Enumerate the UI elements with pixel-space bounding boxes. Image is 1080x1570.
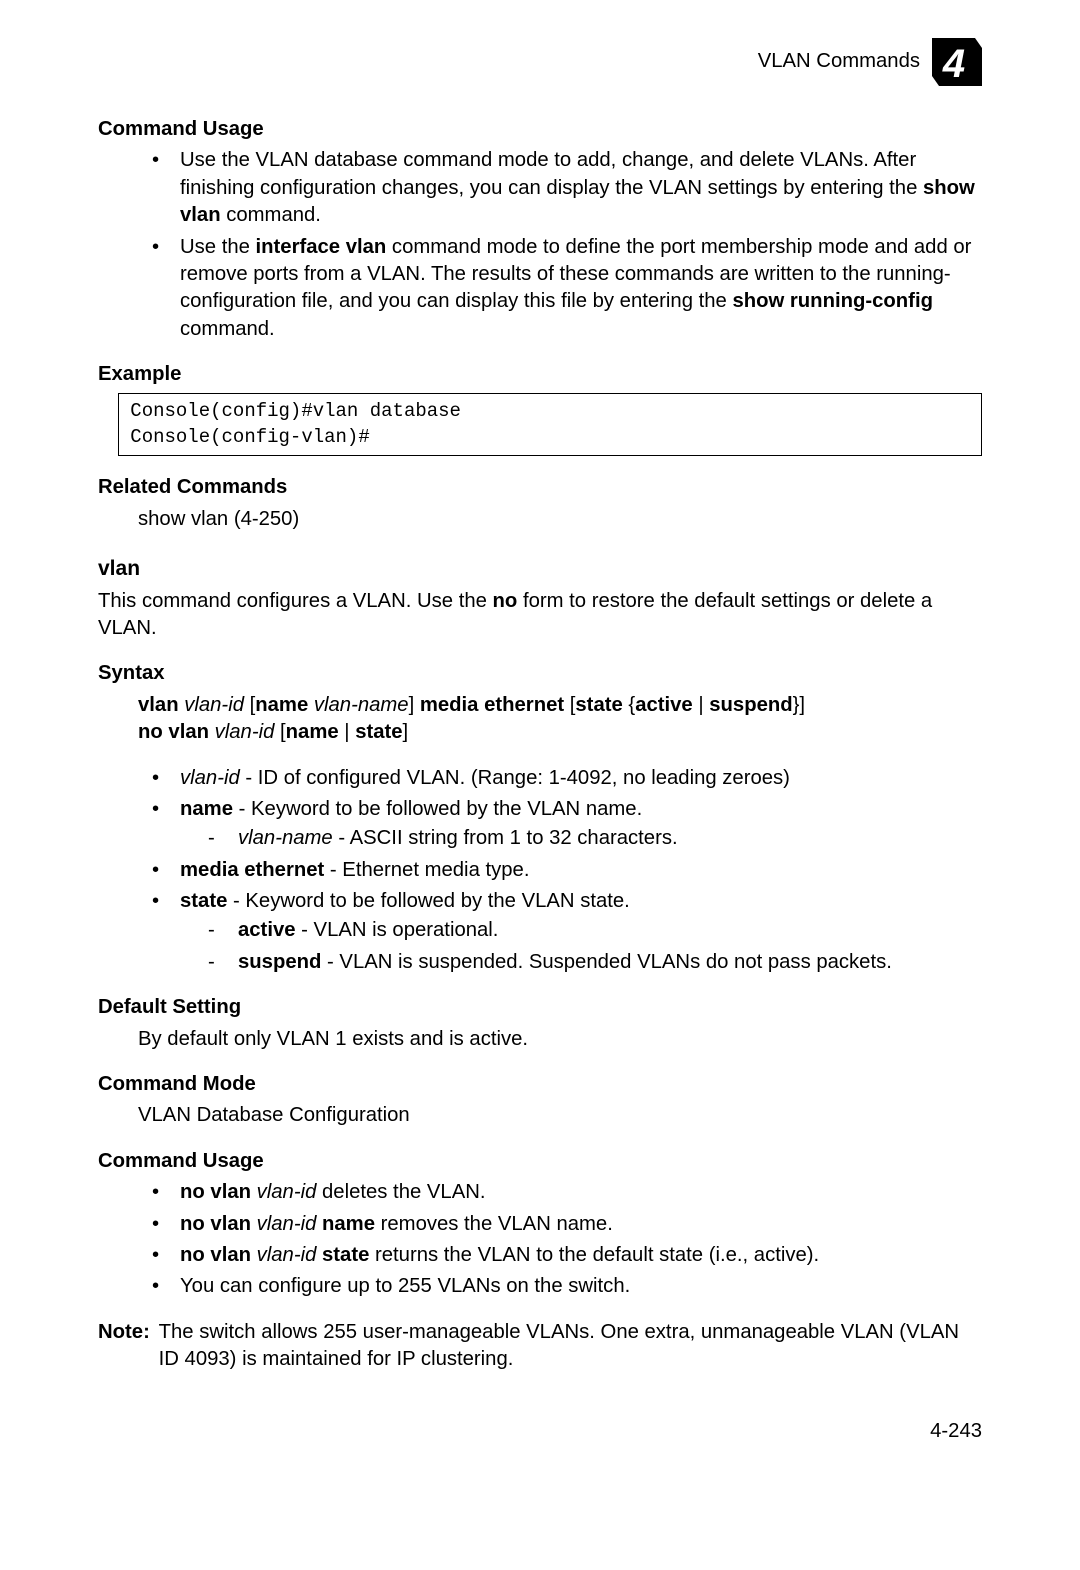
list-item: name - Keyword to be followed by the VLA… bbox=[152, 796, 982, 853]
page-content: VLAN Commands 4 Command Usage Use the VL… bbox=[0, 0, 1080, 1485]
list-item: Use the VLAN database command mode to ad… bbox=[152, 147, 982, 229]
sub-list: active - VLAN is operational. suspend - … bbox=[208, 917, 982, 976]
note-text: The switch allows 255 user-manageable VL… bbox=[159, 1319, 981, 1374]
chapter-marker-icon: 4 bbox=[932, 38, 982, 86]
command-mode-text: VLAN Database Configuration bbox=[138, 1102, 982, 1129]
header-title: VLAN Commands bbox=[758, 48, 920, 75]
list-item: no vlan vlan-id state returns the VLAN t… bbox=[152, 1242, 982, 1269]
section-command-usage-2: Command Usage bbox=[98, 1148, 982, 1175]
list-item: active - VLAN is operational. bbox=[208, 917, 982, 944]
syntax-params-list: vlan-id - ID of configured VLAN. (Range:… bbox=[152, 765, 982, 977]
list-item: suspend - VLAN is suspended. Suspended V… bbox=[208, 949, 982, 976]
list-item: vlan-id - ID of configured VLAN. (Range:… bbox=[152, 765, 982, 792]
related-commands-text: show vlan (4-250) bbox=[138, 506, 982, 533]
page-number: 4-243 bbox=[98, 1418, 982, 1445]
command-heading-vlan: vlan bbox=[98, 555, 982, 583]
default-setting-text: By default only VLAN 1 exists and is act… bbox=[138, 1026, 982, 1053]
section-syntax: Syntax bbox=[98, 660, 982, 687]
section-command-usage-1: Command Usage bbox=[98, 116, 982, 143]
list-item: no vlan vlan-id deletes the VLAN. bbox=[152, 1179, 982, 1206]
sub-list: vlan-name - ASCII string from 1 to 32 ch… bbox=[208, 825, 982, 852]
section-example: Example bbox=[98, 361, 982, 388]
section-command-mode: Command Mode bbox=[98, 1071, 982, 1098]
vlan-description: This command configures a VLAN. Use the … bbox=[98, 588, 982, 643]
list-item: no vlan vlan-id name removes the VLAN na… bbox=[152, 1211, 982, 1238]
chapter-number: 4 bbox=[942, 42, 965, 86]
command-usage-list-1: Use the VLAN database command mode to ad… bbox=[152, 147, 982, 343]
list-item: state - Keyword to be followed by the VL… bbox=[152, 888, 982, 976]
note-section: Note: The switch allows 255 user-managea… bbox=[98, 1319, 982, 1374]
command-usage-list-2: no vlan vlan-id deletes the VLAN. no vla… bbox=[152, 1179, 982, 1301]
section-related-commands: Related Commands bbox=[98, 474, 982, 501]
syntax-definition: vlan vlan-id [name vlan-name] media ethe… bbox=[138, 692, 982, 747]
list-item: You can configure up to 255 VLANs on the… bbox=[152, 1273, 982, 1300]
note-label: Note: bbox=[98, 1319, 153, 1346]
list-item: Use the interface vlan command mode to d… bbox=[152, 234, 982, 344]
page-header: VLAN Commands 4 bbox=[98, 38, 982, 86]
list-item: vlan-name - ASCII string from 1 to 32 ch… bbox=[208, 825, 982, 852]
section-default-setting: Default Setting bbox=[98, 994, 982, 1021]
code-example: Console(config)#vlan database Console(co… bbox=[118, 393, 982, 457]
list-item: media ethernet - Ethernet media type. bbox=[152, 857, 982, 884]
